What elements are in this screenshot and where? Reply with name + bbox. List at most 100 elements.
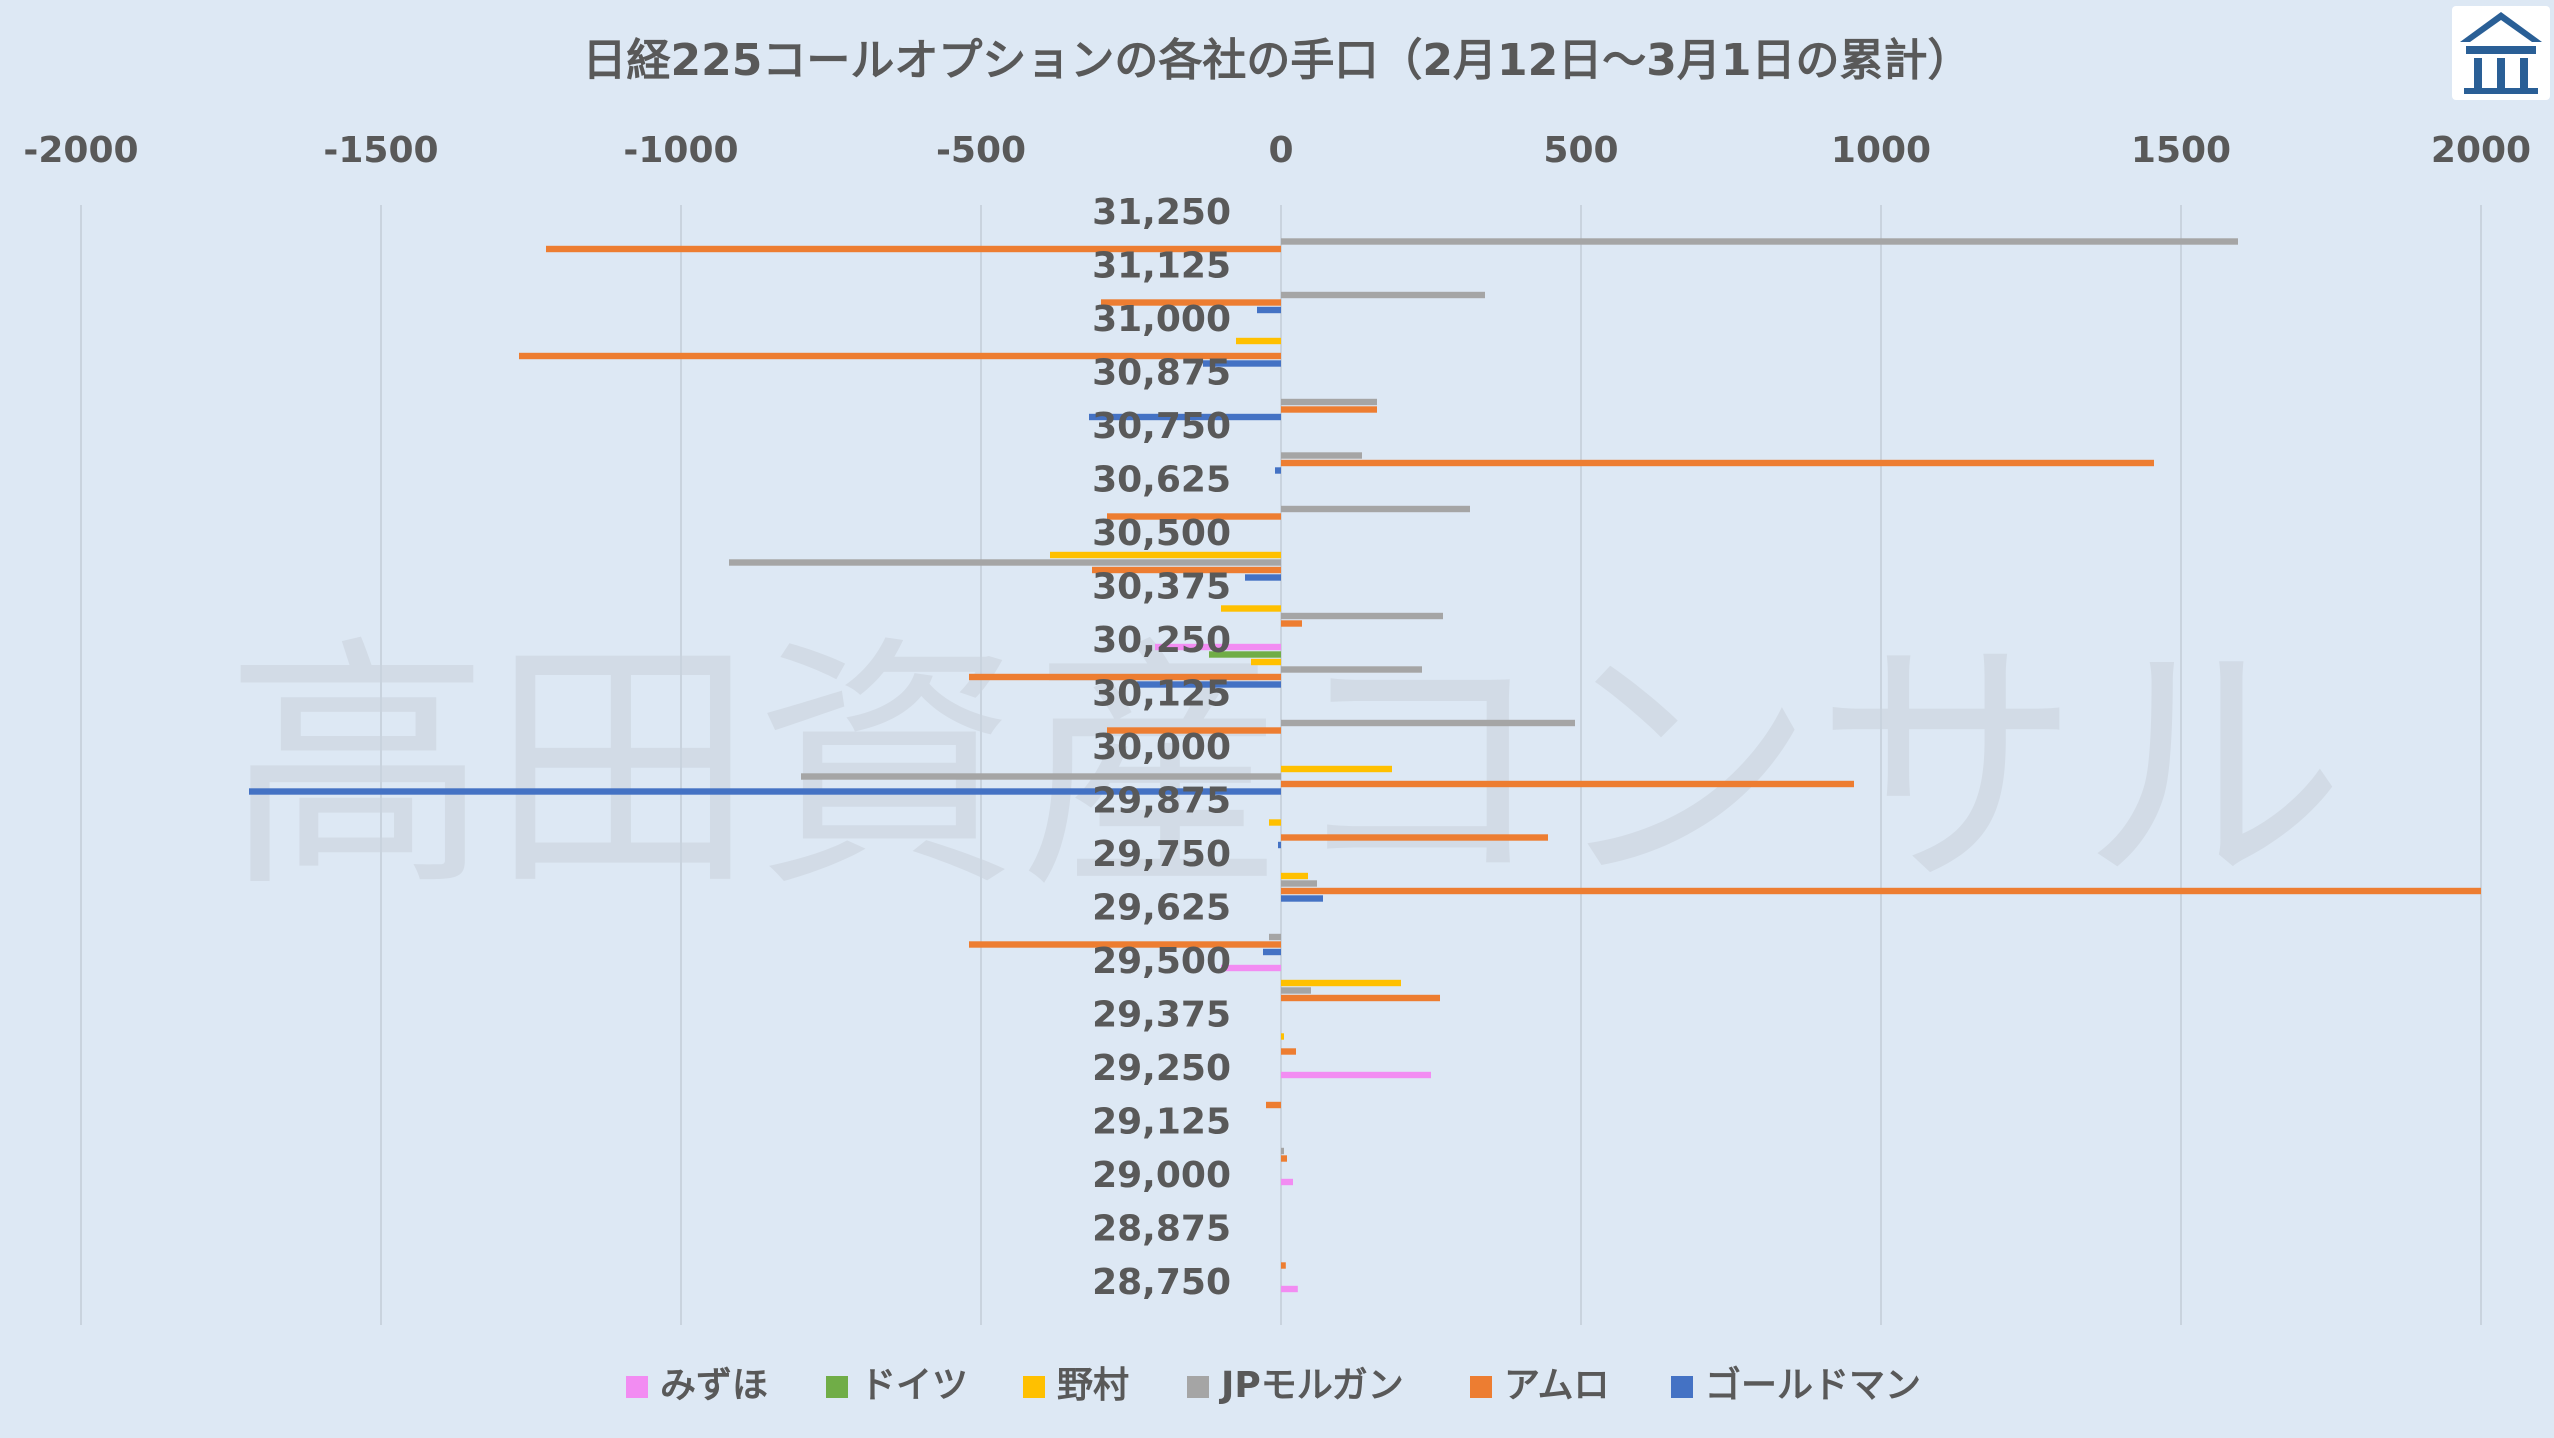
x-tick-label: -2000 — [23, 130, 138, 171]
legend-swatch — [1470, 1376, 1492, 1398]
bar — [1092, 566, 1281, 574]
bar — [1089, 413, 1281, 421]
x-tick-label: 2000 — [2431, 130, 2531, 171]
bar — [1107, 727, 1281, 734]
legend-swatch — [826, 1376, 848, 1398]
bar — [1281, 459, 2154, 467]
bar — [1137, 681, 1281, 688]
category-label: 30,875 — [1092, 353, 1231, 394]
category-label: 29,125 — [1092, 1102, 1231, 1143]
bar — [1221, 605, 1281, 612]
bar — [1269, 819, 1281, 826]
x-axis-ticks: -2000 -1500 -1000 -500 0 500 1000 1500 2000 — [23, 130, 2531, 171]
category-label: 31,000 — [1092, 299, 1231, 340]
x-tick-label: 500 — [1543, 130, 1618, 171]
category-label: 31,125 — [1092, 246, 1231, 287]
legend-swatch — [1671, 1376, 1693, 1398]
legend-swatch — [626, 1376, 648, 1398]
bar — [1281, 895, 1323, 902]
bar — [1209, 651, 1281, 658]
legend-label: ドイツ — [860, 1365, 968, 1406]
category-label: 31,250 — [1092, 192, 1231, 233]
bar — [1281, 887, 2481, 895]
bar — [1281, 1033, 1284, 1040]
bar — [1203, 360, 1281, 367]
chart-title: 日経225コールオプションの各社の手口（2月12日～3月1日の累計） — [583, 35, 1972, 86]
category-label: 29,500 — [1092, 941, 1231, 982]
category-label: 30,500 — [1092, 513, 1231, 554]
bar — [1281, 979, 1401, 987]
bar — [1281, 406, 1377, 413]
bar — [1281, 398, 1377, 406]
logo-icon — [2460, 12, 2542, 94]
bar — [1281, 834, 1548, 841]
bar — [1281, 1262, 1286, 1269]
bar — [1155, 643, 1281, 651]
gridlines — [80, 205, 2482, 1325]
category-label: 28,750 — [1092, 1262, 1231, 1303]
legend: みずほ ドイツ 野村 JPモルガン アムロ ゴールドマン — [626, 1364, 1921, 1406]
bar — [1269, 933, 1281, 941]
category-label: 29,375 — [1092, 995, 1231, 1036]
bar — [1263, 948, 1281, 956]
bar — [1251, 658, 1281, 666]
bar — [1266, 1101, 1281, 1109]
bar — [729, 559, 1281, 566]
x-tick-label: -1500 — [323, 130, 438, 171]
bar — [1275, 467, 1281, 474]
bar — [249, 788, 1281, 795]
bar — [1257, 306, 1281, 314]
bar — [1281, 872, 1308, 880]
bar — [1281, 1178, 1293, 1186]
bar — [1281, 1048, 1296, 1055]
bar — [1278, 841, 1281, 849]
category-label: 30,000 — [1092, 727, 1231, 768]
bar — [1281, 1147, 1284, 1155]
bar — [1281, 505, 1470, 513]
bar — [1107, 513, 1281, 520]
bar — [1281, 612, 1443, 620]
x-tick-label: -1000 — [623, 130, 738, 171]
bar — [1245, 574, 1281, 581]
bar — [1281, 1071, 1431, 1079]
bar — [1281, 987, 1311, 994]
bar — [1281, 452, 1362, 459]
legend-swatch — [1023, 1376, 1045, 1398]
bar — [801, 773, 1281, 780]
category-label: 28,875 — [1092, 1209, 1231, 1250]
bar — [1281, 238, 2238, 245]
legend-swatch — [1187, 1376, 1209, 1398]
bar — [1101, 299, 1281, 306]
bar — [1281, 780, 1854, 788]
bar — [1281, 620, 1302, 627]
legend-label: JPモルガン — [1218, 1365, 1404, 1406]
x-tick-label: 0 — [1268, 130, 1293, 171]
category-label: 30,625 — [1092, 460, 1231, 501]
category-label: 29,625 — [1092, 888, 1231, 929]
bar — [1281, 291, 1485, 299]
category-labels: 31,250 31,125 31,000 30,875 30,750 30,625 30,5… — [1092, 192, 1231, 1303]
category-label: 29,750 — [1092, 834, 1231, 875]
bar — [1050, 551, 1281, 559]
category-label: 30,250 — [1092, 620, 1231, 661]
bar — [1221, 964, 1281, 972]
category-label: 30,750 — [1092, 406, 1231, 447]
bar — [969, 673, 1281, 681]
x-tick-label: 1500 — [2131, 130, 2231, 171]
category-label: 29,875 — [1092, 781, 1231, 822]
bar — [1281, 719, 1575, 727]
bar — [1236, 337, 1281, 345]
logo — [2452, 6, 2550, 100]
bars — [249, 238, 2481, 1293]
bar — [1281, 1155, 1287, 1162]
legend-label: 野村 — [1057, 1365, 1129, 1406]
category-label: 29,250 — [1092, 1048, 1231, 1089]
bar — [546, 245, 1281, 253]
legend-label: みずほ — [660, 1365, 768, 1406]
bar — [1281, 666, 1422, 673]
bar — [969, 941, 1281, 948]
category-label: 30,125 — [1092, 674, 1231, 715]
legend-label: アムロ — [1504, 1365, 1609, 1406]
bar — [1281, 765, 1392, 773]
